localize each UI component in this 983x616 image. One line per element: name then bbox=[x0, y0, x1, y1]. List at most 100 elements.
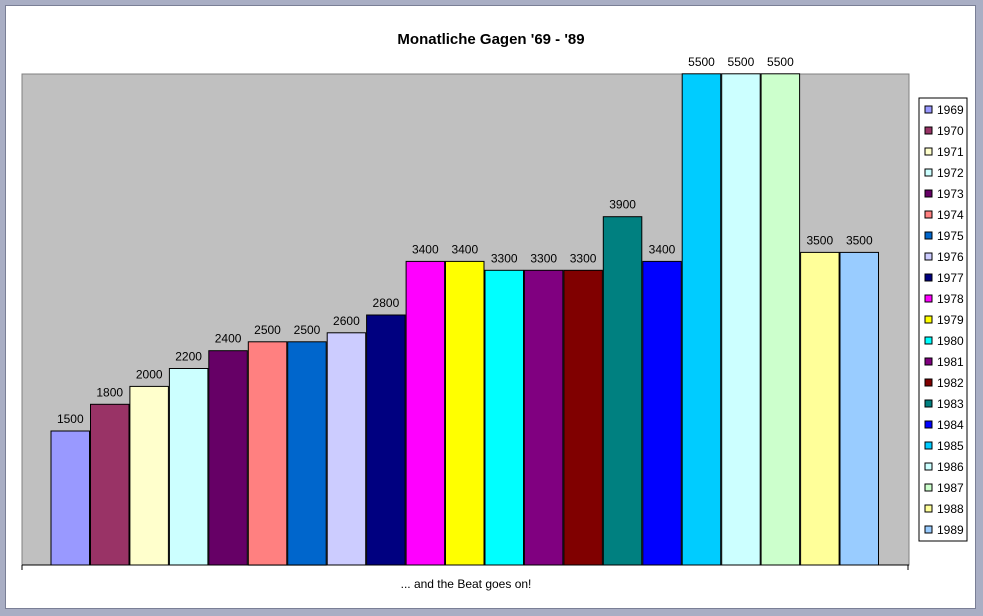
legend-label-1971: 1971 bbox=[937, 145, 964, 159]
legend-swatch-1974 bbox=[924, 210, 933, 219]
legend-label-1981: 1981 bbox=[937, 355, 964, 369]
legend-item-1975: 1975 bbox=[924, 229, 964, 243]
bar-1987 bbox=[760, 73, 801, 566]
legend-item-1971: 1971 bbox=[924, 145, 964, 159]
legend-item-1972: 1972 bbox=[924, 166, 964, 180]
chart-frame: Monatliche Gagen '69 - '89 1500 1800 2000 2… bbox=[5, 5, 976, 609]
bar-1985 bbox=[681, 73, 722, 566]
legend-item-1989: 1989 bbox=[924, 523, 964, 537]
bar-1982 bbox=[563, 269, 603, 566]
legend-item-1987: 1987 bbox=[924, 481, 964, 495]
legend-swatch-1980 bbox=[924, 336, 933, 345]
legend-item-1985: 1985 bbox=[924, 439, 964, 453]
legend-item-1986: 1986 bbox=[924, 460, 964, 474]
legend-swatch-1977 bbox=[924, 273, 933, 282]
bar-1972 bbox=[168, 368, 209, 566]
legend-label-1986: 1986 bbox=[937, 460, 964, 474]
data-label-1972: 2200 bbox=[175, 350, 202, 364]
legend-item-1983: 1983 bbox=[924, 397, 964, 411]
data-label-1982: 3300 bbox=[570, 251, 597, 265]
legend-item-1988: 1988 bbox=[924, 502, 964, 516]
legend-swatch-1989 bbox=[924, 525, 933, 534]
legend-swatch-1986 bbox=[924, 462, 933, 471]
data-label-1975: 2500 bbox=[294, 323, 321, 337]
data-label-1988: 3500 bbox=[806, 233, 833, 247]
legend-item-1980: 1980 bbox=[924, 334, 964, 348]
data-label-1977: 2800 bbox=[373, 296, 400, 310]
bars-group bbox=[50, 73, 879, 566]
legend-label-1980: 1980 bbox=[937, 334, 964, 348]
legend-item-1981: 1981 bbox=[924, 355, 964, 369]
legend-label-1973: 1973 bbox=[937, 187, 964, 201]
data-label-1987: 5500 bbox=[767, 55, 794, 69]
legend-label-1970: 1970 bbox=[937, 124, 964, 138]
bar-1989 bbox=[839, 251, 879, 566]
legend-items: 1969 1970 1971 1972 1973 1974 1975 1976 1977 1978… bbox=[924, 103, 964, 537]
data-labels-group: 1500 1800 2000 2200 2400 2500 2500 2600 2800 3400… bbox=[57, 55, 873, 426]
bar-1969 bbox=[50, 430, 90, 566]
legend-label-1975: 1975 bbox=[937, 229, 964, 243]
legend-swatch-1976 bbox=[924, 252, 933, 261]
legend-label-1972: 1972 bbox=[937, 166, 964, 180]
legend-label-1983: 1983 bbox=[937, 397, 964, 411]
data-label-1989: 3500 bbox=[846, 233, 873, 247]
legend-label-1976: 1976 bbox=[937, 250, 964, 264]
data-label-1985: 5500 bbox=[688, 55, 715, 69]
bar-1986 bbox=[721, 73, 761, 566]
bar-1984 bbox=[642, 260, 682, 566]
bar-1988 bbox=[800, 251, 840, 566]
legend-swatch-1987 bbox=[924, 483, 933, 492]
legend-item-1976: 1976 bbox=[924, 250, 964, 264]
legend-swatch-1981 bbox=[924, 357, 933, 366]
legend-swatch-1969 bbox=[924, 105, 933, 114]
bar-1979 bbox=[445, 260, 485, 566]
legend-item-1974: 1974 bbox=[924, 208, 964, 222]
bar-1978 bbox=[405, 260, 446, 566]
legend-label-1985: 1985 bbox=[937, 439, 964, 453]
legend-item-1973: 1973 bbox=[924, 187, 964, 201]
legend-item-1978: 1978 bbox=[924, 292, 964, 306]
data-label-1978: 3400 bbox=[412, 242, 439, 256]
legend-label-1988: 1988 bbox=[937, 502, 964, 516]
data-label-1979: 3400 bbox=[451, 242, 478, 256]
legend-swatch-1972 bbox=[924, 168, 933, 177]
legend-item-1969: 1969 bbox=[924, 103, 964, 117]
data-label-1980: 3300 bbox=[491, 251, 518, 265]
legend-item-1970: 1970 bbox=[924, 124, 964, 138]
bar-1983 bbox=[602, 216, 643, 566]
legend-swatch-1971 bbox=[924, 147, 933, 156]
bar-1973 bbox=[208, 350, 248, 566]
legend-swatch-1982 bbox=[924, 378, 933, 387]
legend: 1969 1970 1971 1972 1973 1974 1975 1976 1977 1978… bbox=[918, 97, 968, 542]
legend-swatch-1970 bbox=[924, 126, 933, 135]
x-axis-label: ... and the Beat goes on! bbox=[401, 577, 532, 591]
legend-swatch-1979 bbox=[924, 315, 933, 324]
legend-label-1969: 1969 bbox=[937, 103, 964, 117]
legend-label-1987: 1987 bbox=[937, 481, 964, 495]
legend-swatch-1984 bbox=[924, 420, 933, 429]
legend-swatch-1975 bbox=[924, 231, 933, 240]
legend-swatch-1985 bbox=[924, 441, 933, 450]
legend-item-1977: 1977 bbox=[924, 271, 964, 285]
legend-label-1977: 1977 bbox=[937, 271, 964, 285]
data-label-1986: 5500 bbox=[728, 55, 755, 69]
bar-1981 bbox=[523, 269, 564, 566]
bar-1971 bbox=[129, 385, 169, 566]
data-label-1971: 2000 bbox=[136, 367, 163, 381]
chart-title: Monatliche Gagen '69 - '89 bbox=[397, 31, 584, 48]
bar-1976 bbox=[326, 332, 367, 566]
bar-1974 bbox=[247, 341, 288, 566]
legend-item-1984: 1984 bbox=[924, 418, 964, 432]
data-label-1983: 3900 bbox=[609, 198, 636, 212]
data-label-1981: 3300 bbox=[530, 251, 557, 265]
legend-label-1989: 1989 bbox=[937, 523, 964, 537]
legend-item-1979: 1979 bbox=[924, 313, 964, 327]
legend-swatch-1978 bbox=[924, 294, 933, 303]
data-label-1974: 2500 bbox=[254, 323, 281, 337]
bar-1975 bbox=[287, 341, 327, 566]
legend-label-1984: 1984 bbox=[937, 418, 964, 432]
bar-1980 bbox=[484, 269, 524, 566]
legend-swatch-1973 bbox=[924, 189, 933, 198]
data-label-1973: 2400 bbox=[215, 332, 242, 346]
legend-swatch-1988 bbox=[924, 504, 933, 513]
